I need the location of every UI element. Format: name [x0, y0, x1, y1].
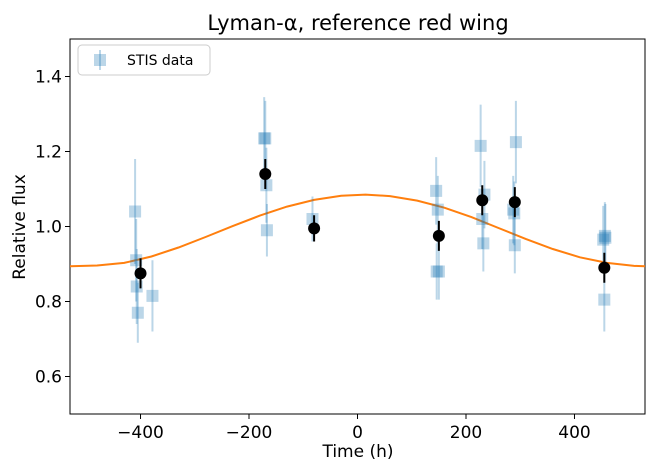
binned-data-point [598, 261, 611, 274]
y-tick-label: 0.6 [35, 368, 62, 388]
binned-data-point [259, 168, 272, 180]
y-tick-label: 1.0 [35, 218, 62, 238]
stis-data-point [432, 265, 445, 278]
stis-data-point [260, 224, 273, 237]
y-axis-label: Relative flux [10, 174, 30, 280]
stis-data-point [430, 184, 443, 197]
axis-ticks: −400 −200 0 200 400 0.6 0.8 1.0 1.2 1.4 [35, 68, 591, 444]
legend-box [77, 44, 211, 76]
x-tick-label: 400 [558, 423, 590, 443]
binned-data-point [476, 194, 489, 207]
y-tick-label: 1.2 [35, 143, 62, 163]
stis-data-point [598, 229, 611, 242]
y-tick-label: 1.4 [35, 68, 62, 88]
legend-entry-stis: STIS data [127, 53, 193, 69]
stis-data-point [430, 265, 443, 278]
binned-data-point [508, 196, 521, 209]
legend-marker-square [94, 54, 106, 66]
stis-data-point [129, 205, 142, 218]
stis-data-point [597, 233, 610, 246]
y-tick-label: 0.8 [35, 293, 62, 313]
stis-data-point [130, 254, 143, 267]
x-tick-label: −400 [117, 423, 164, 443]
model-curve-line [69, 193, 646, 268]
stis-data-point [508, 239, 521, 252]
x-tick-label: 0 [352, 423, 363, 443]
stis-data-point [131, 306, 144, 319]
chart-title: Lyman-α, reference red wing [207, 11, 508, 35]
stis-data-point [598, 293, 611, 306]
stis-data-point [431, 203, 444, 216]
plot-area: −400 −200 0 200 400 0.6 0.8 1.0 1.2 1.4 [35, 38, 646, 444]
x-axis-label: Time (h) [321, 442, 393, 461]
stis-data-point [259, 132, 272, 145]
binned-data-point [134, 267, 147, 280]
stis-data-point [477, 237, 490, 250]
binned-data-point [432, 229, 445, 242]
stis-data-point [474, 139, 487, 152]
stis-data-point [509, 136, 522, 149]
binned-series-layer [134, 159, 611, 289]
x-tick-label: 200 [450, 423, 482, 443]
model-curve-layer [69, 193, 646, 268]
legend: STIS data [77, 44, 211, 76]
stis-data-point [260, 179, 273, 192]
binned-data-point [308, 222, 321, 235]
stis-data-point [258, 132, 271, 145]
stis-data-point [306, 213, 319, 225]
stis-data-point [599, 231, 612, 244]
x-tick-label: −200 [226, 423, 273, 443]
stis-data-point [146, 289, 159, 302]
stis-data-point [476, 213, 489, 225]
